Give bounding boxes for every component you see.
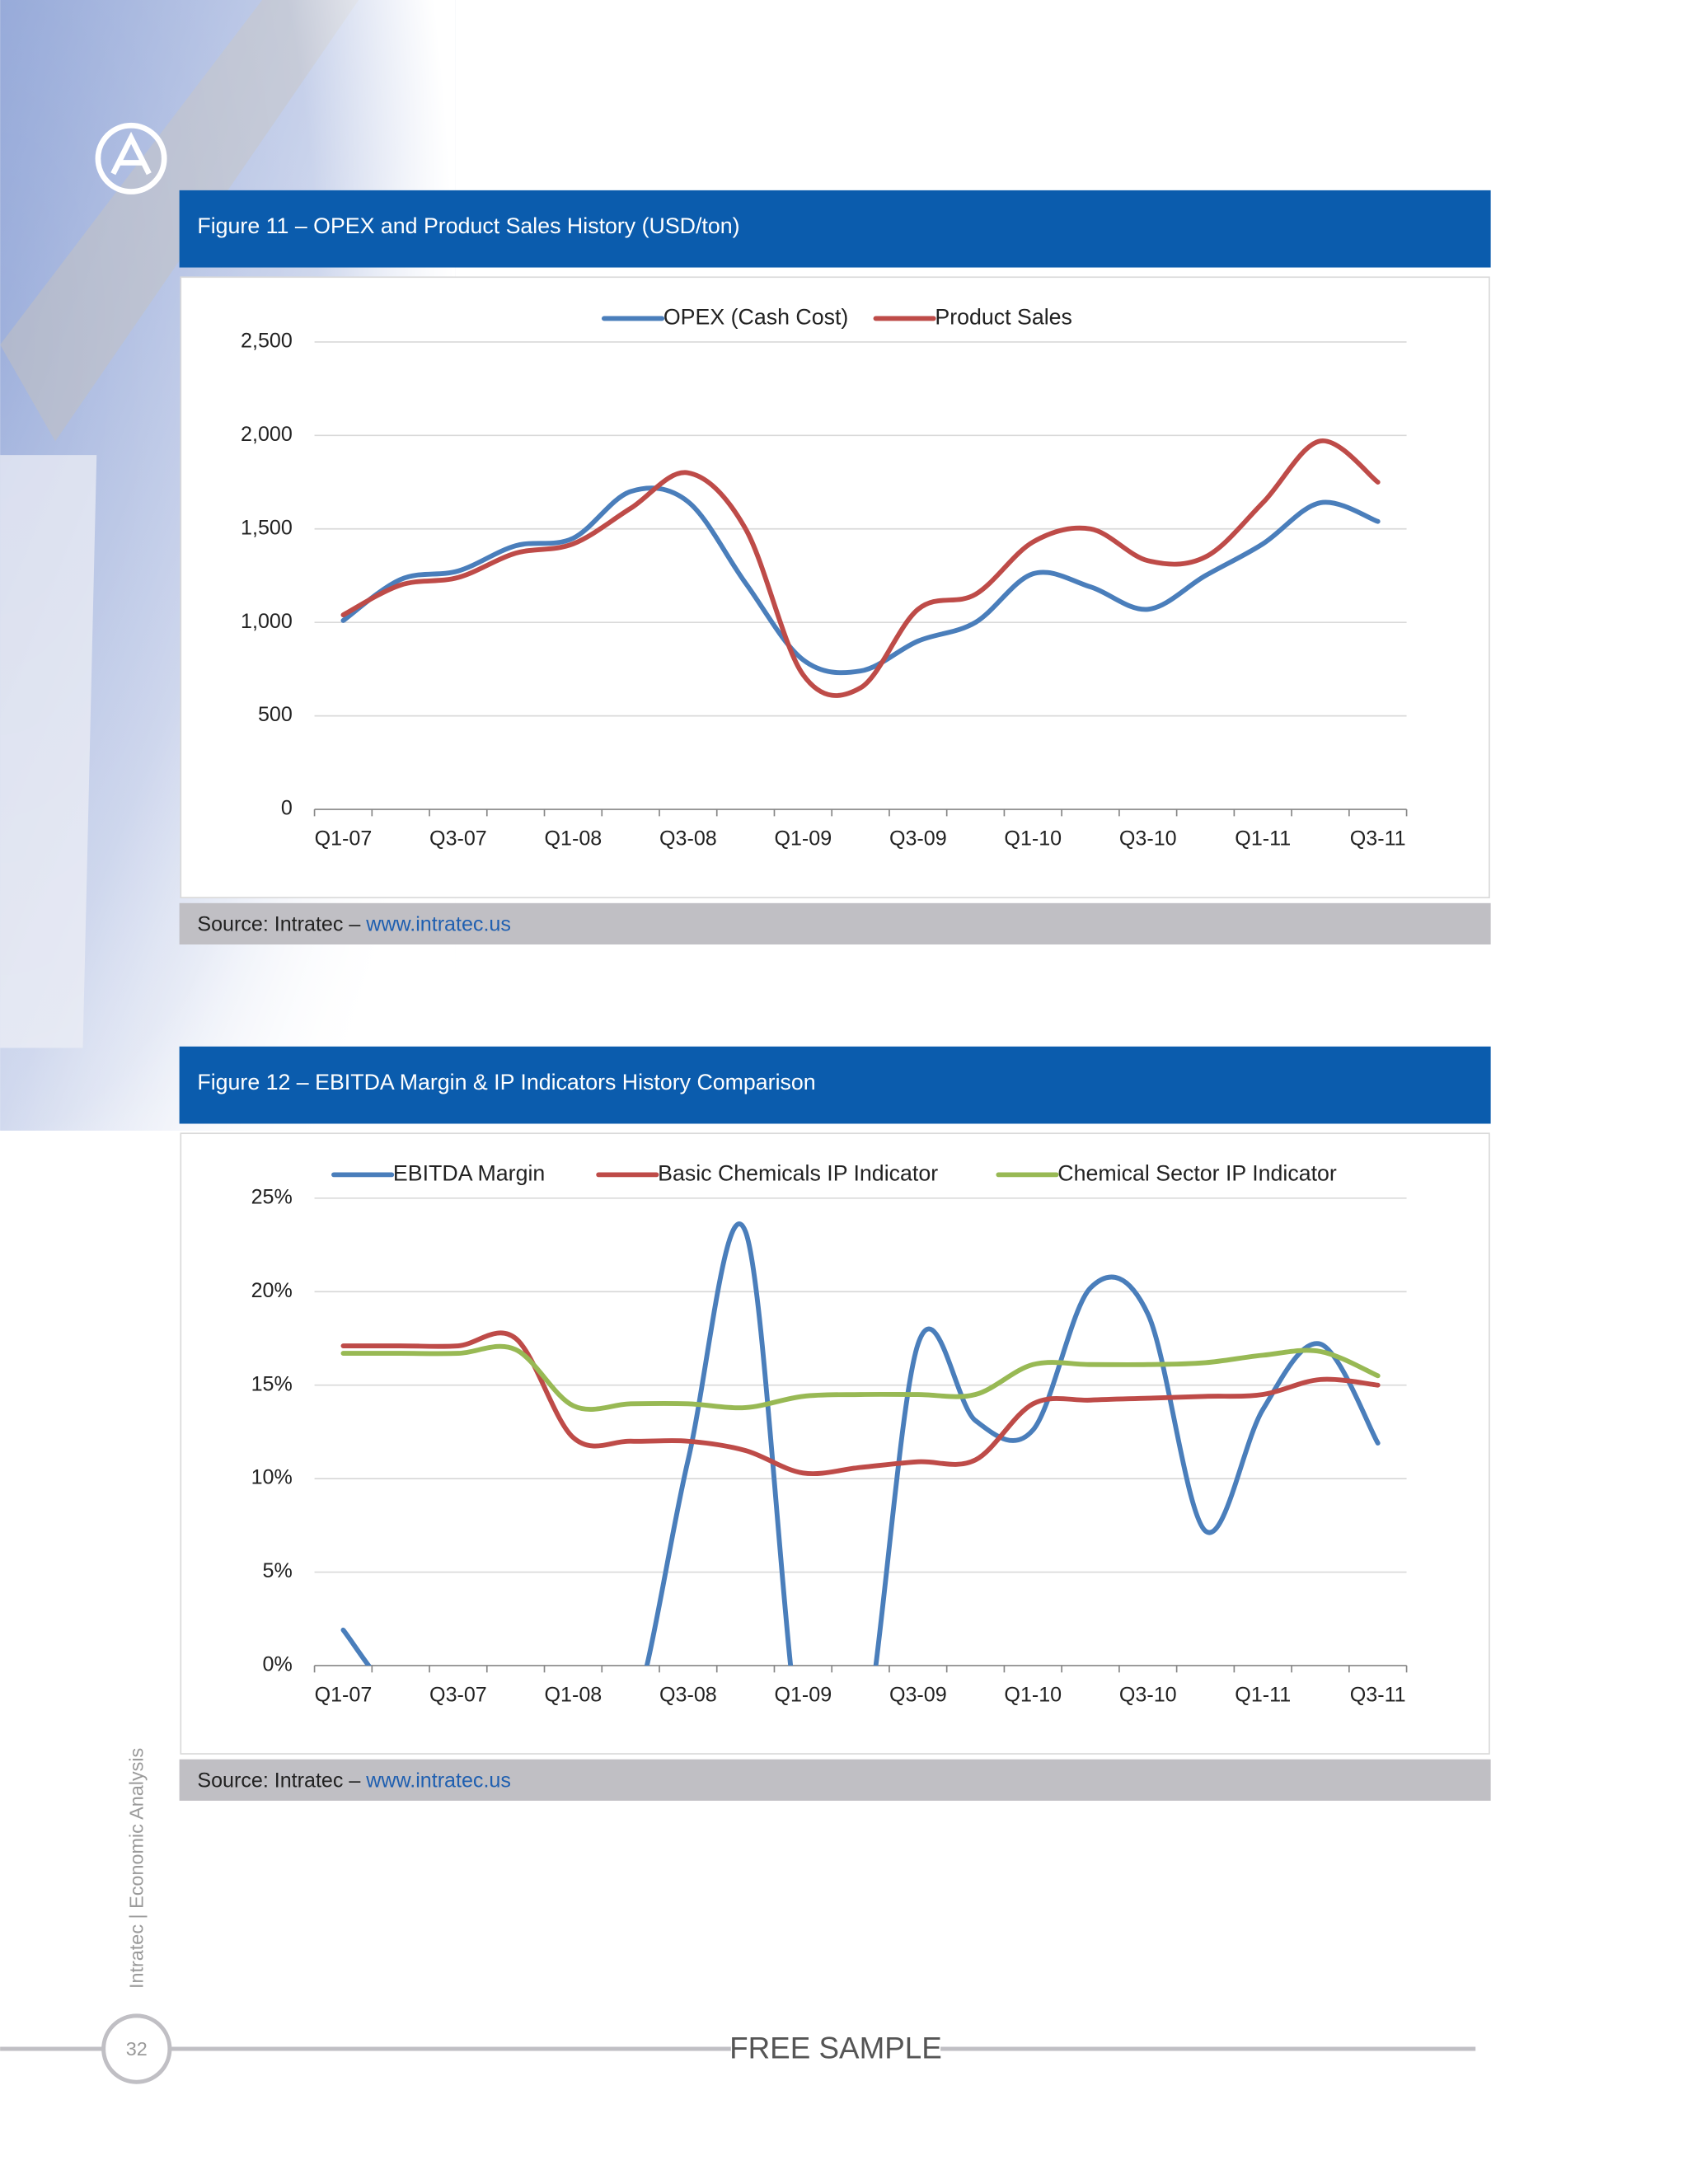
- y-tick-label: 20%: [251, 1279, 293, 1302]
- source-link[interactable]: www.intratec.us: [365, 912, 511, 935]
- x-tick-label: Q1-08: [545, 827, 603, 850]
- x-tick-label: Q3-10: [1119, 1683, 1177, 1706]
- y-tick-label: 0: [281, 797, 293, 820]
- legend-label: Chemical Sector IP Indicator: [1057, 1160, 1337, 1185]
- x-tick-label: Q3-10: [1119, 827, 1177, 850]
- series-line: [340, 1330, 1381, 1477]
- series-line: [340, 438, 1381, 698]
- legend-label: OPEX (Cash Cost): [663, 305, 848, 330]
- x-tick-label: Q3-09: [889, 1683, 947, 1706]
- y-tick-label: 5%: [263, 1559, 293, 1582]
- y-tick-label: 500: [258, 703, 293, 726]
- figure-header: [179, 190, 1491, 268]
- y-tick-label: 0%: [263, 1653, 293, 1676]
- series-lines: [340, 1221, 1381, 1666]
- source-link[interactable]: www.intratec.us: [365, 1769, 511, 1792]
- x-tick-label: Q1-11: [1235, 827, 1291, 850]
- x-tick-label: Q1-11: [1235, 1683, 1291, 1706]
- figure: Figure 11 – OPEX and Product Sales Histo…: [179, 190, 1491, 944]
- chart-frame: [180, 1132, 1490, 1755]
- x-tick-label: Q3-08: [659, 827, 717, 850]
- series-line: [340, 485, 1381, 676]
- chart-frame: [180, 276, 1490, 898]
- source-text: Source: Intratec – www.intratec.us: [197, 1769, 511, 1792]
- legend-label: Product Sales: [935, 305, 1072, 330]
- x-tick-label: Q3-11: [1350, 1683, 1406, 1706]
- legend-label: EBITDA Margin: [393, 1160, 545, 1185]
- page-badge: [101, 2013, 172, 2084]
- x-tick-label: Q3-07: [429, 1683, 487, 1706]
- x-tick-label: Q3-11: [1350, 827, 1406, 850]
- y-tick-label: 2,500: [241, 330, 293, 353]
- x-tick-label: Q1-08: [545, 1683, 603, 1706]
- x-tick-label: Q3-09: [889, 827, 947, 850]
- legend-label: Basic Chemicals IP Indicator: [658, 1160, 938, 1185]
- source-bar: [179, 1759, 1491, 1801]
- x-tick-label: Q3-07: [429, 827, 487, 850]
- charts: Figure 11 – OPEX and Product Sales Histo…: [179, 190, 1491, 1801]
- source-label: Source: Intratec –: [197, 1769, 360, 1792]
- y-tick-label: 1,000: [241, 610, 293, 633]
- source-bar: [179, 902, 1491, 944]
- y-tick-label: 10%: [251, 1466, 293, 1489]
- figure: Figure 12 – EBITDA Margin & IP Indicator…: [179, 1046, 1491, 1801]
- series-lines: [340, 438, 1381, 698]
- x-tick-label: Q1-07: [315, 1683, 373, 1706]
- footer-label: FREE SAMPLE: [729, 2031, 942, 2064]
- figure-header: [179, 1046, 1491, 1124]
- source-label: Source: Intratec –: [197, 912, 360, 935]
- figure-title: Figure 11 – OPEX and Product Sales Histo…: [197, 213, 739, 238]
- y-tick-label: 1,500: [241, 516, 293, 539]
- source-text: Source: Intratec – www.intratec.us: [197, 912, 511, 935]
- figure-title: Figure 12 – EBITDA Margin & IP Indicator…: [197, 1070, 815, 1094]
- x-tick-label: Q1-10: [1004, 827, 1062, 850]
- y-tick-label: 2,000: [241, 423, 293, 446]
- x-tick-label: Q1-09: [774, 1683, 832, 1706]
- series-line: [340, 1343, 1381, 1412]
- x-tick-label: Q1-10: [1004, 1683, 1062, 1706]
- y-tick-label: 15%: [251, 1372, 293, 1395]
- x-tick-label: Q1-07: [315, 827, 373, 850]
- y-tick-label: 25%: [251, 1185, 293, 1208]
- x-tick-label: Q3-08: [659, 1683, 717, 1706]
- x-tick-label: Q1-09: [774, 827, 832, 850]
- series-line: [340, 1221, 1381, 1666]
- side-text: Intratec | Economic Analysis: [126, 1748, 148, 1989]
- page-number: 32: [126, 2038, 148, 2060]
